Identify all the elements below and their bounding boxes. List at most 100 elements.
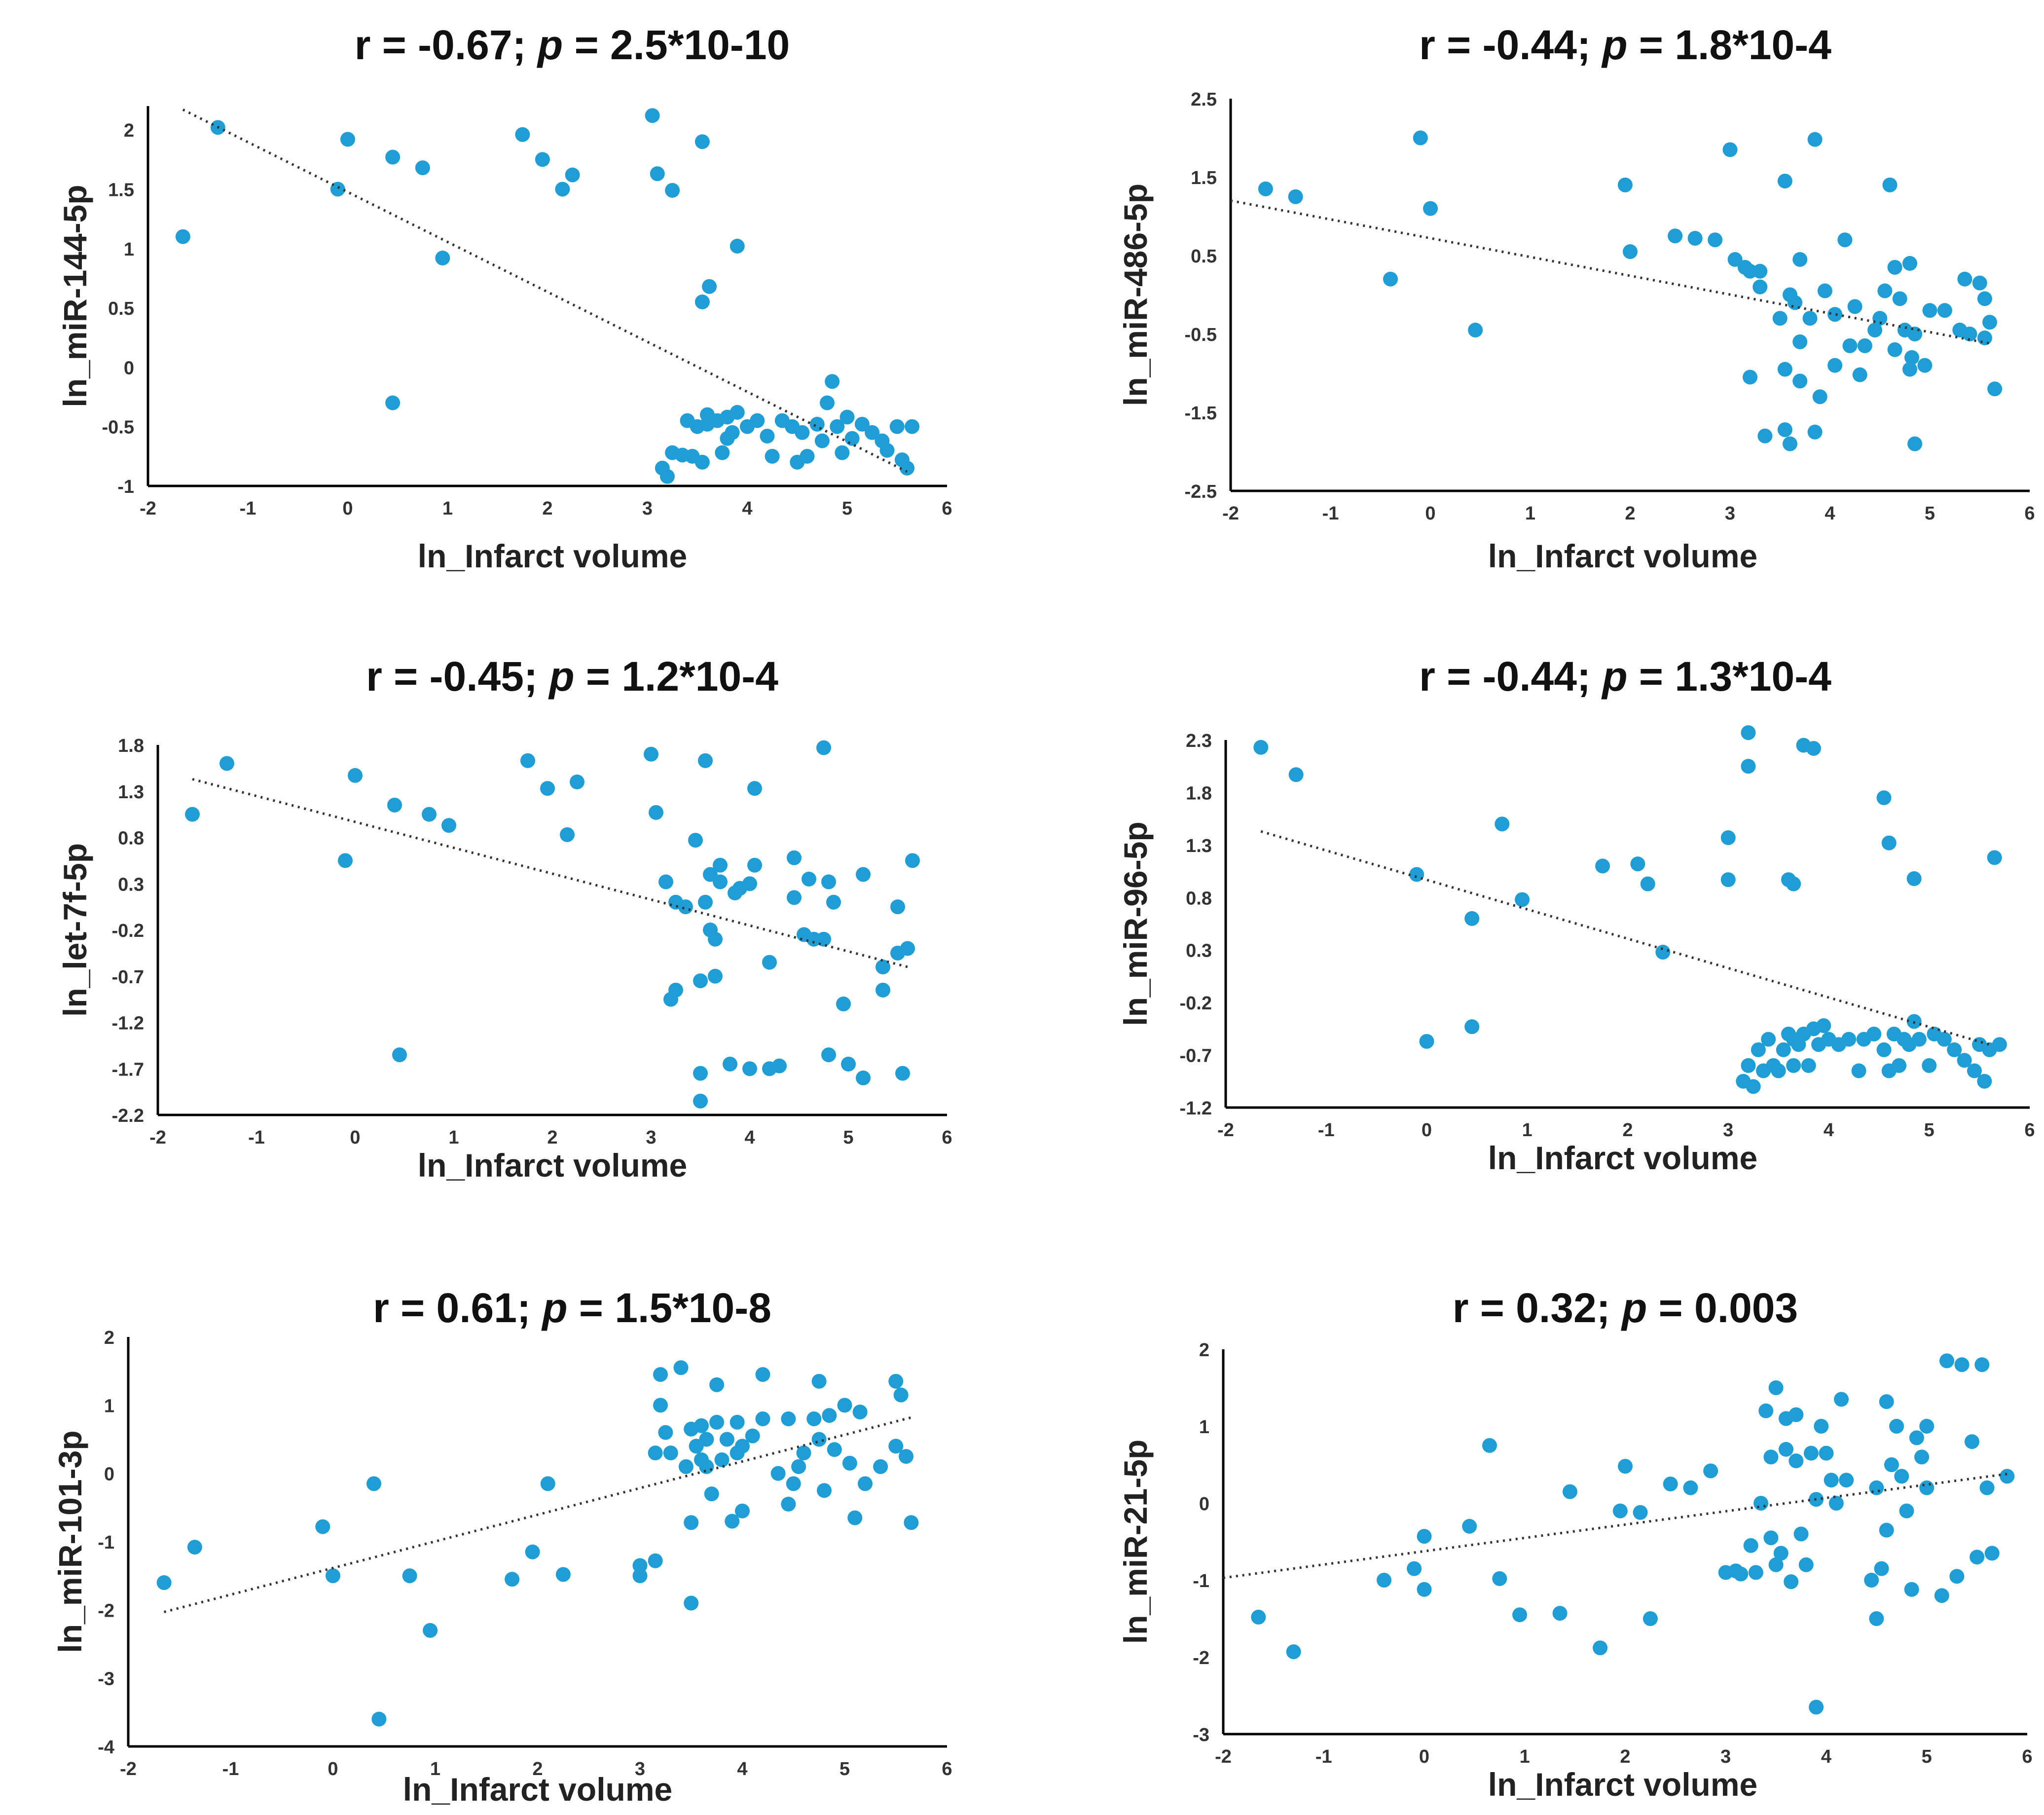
data-point (708, 931, 723, 947)
data-point (1464, 1019, 1480, 1035)
data-point (730, 405, 745, 420)
data-point (830, 419, 845, 434)
data-point (709, 1377, 725, 1392)
data-point (873, 1459, 888, 1474)
data-point (1984, 1546, 2000, 1561)
y-tick-label: 0.8 (1186, 888, 1212, 909)
data-point (1784, 1574, 1799, 1590)
data-point (693, 1093, 708, 1109)
data-point (684, 1595, 699, 1611)
y-tick-label: -1.5 (1185, 403, 1217, 424)
data-point (694, 1418, 709, 1433)
data-point (820, 395, 835, 410)
data-point (1807, 424, 1823, 440)
data-point (837, 1398, 852, 1413)
data-point (1377, 1573, 1391, 1588)
title-p-value: = 1.2*10-4 (575, 653, 779, 700)
data-point (888, 1439, 904, 1454)
data-point (735, 1439, 750, 1454)
y-tick-label: 1 (104, 1396, 114, 1416)
data-point (1869, 1611, 1884, 1626)
data-point (826, 894, 841, 910)
data-point (876, 982, 890, 998)
data-point (1904, 350, 1920, 365)
data-point (385, 395, 401, 410)
data-point (1851, 1063, 1866, 1078)
x-tick-label: 6 (942, 1127, 952, 1148)
data-point (1655, 944, 1671, 960)
x-tick-label: 4 (744, 1127, 755, 1148)
data-point (1957, 271, 1972, 287)
data-point (1595, 858, 1610, 874)
data-point (1741, 759, 1756, 774)
y-tick-label: 0.3 (118, 874, 144, 895)
y-tick-label: 1.8 (1186, 783, 1212, 804)
x-tick-label: 4 (737, 1759, 747, 1779)
scatter-plot: r = 0.32; p = 0.003 -2 -1 0 1 2 3 4 5 6 2 1 0 -1 -2 -3 l… (1117, 1285, 2033, 1803)
data-point (1492, 1571, 1507, 1586)
data-point (1253, 740, 1269, 755)
data-point (385, 149, 401, 165)
data-point (714, 1452, 730, 1467)
x-tick-label: 3 (642, 498, 653, 519)
scatter-plot: r = -0.67; p = 2.5*10-10 -2 -1 0 1 2 3 4 5 6 -1 -0.… (57, 22, 952, 574)
x-tick-label: -1 (1315, 1746, 1332, 1767)
data-point (1972, 275, 1987, 291)
data-point (844, 431, 860, 446)
x-tick-label: 1 (448, 1127, 459, 1148)
y-tick-label: -0.7 (112, 967, 144, 988)
chart-panel-miR-486-5p: r = -0.44; p = 1.8*10-4 -2 -1 0 1 2 3 4 5 6 -2.5 -1… (1060, 0, 2044, 582)
data-point (1663, 1477, 1678, 1491)
data-point (825, 374, 840, 389)
data-point (1837, 232, 1853, 248)
data-point (821, 874, 836, 889)
data-point (730, 1414, 745, 1430)
data-point (1258, 181, 1273, 196)
data-point (770, 1466, 786, 1481)
chart-panel-miR-144-5p: r = -0.67; p = 2.5*10-10 -2 -1 0 1 2 3 4 5 6 -1 -0.… (0, 0, 986, 582)
data-point (1806, 741, 1821, 756)
data-point (1768, 1557, 1784, 1572)
x-tick-label: 4 (742, 498, 752, 519)
data-point (1889, 1419, 1904, 1434)
y-tick-label: 1.3 (118, 782, 144, 803)
data-point (1752, 279, 1768, 295)
data-point (1746, 1079, 1761, 1094)
data-point (900, 941, 915, 956)
data-point (865, 425, 880, 440)
x-tick-label: 2 (1620, 1746, 1630, 1767)
data-point (1757, 428, 1773, 444)
data-point (2000, 1469, 2015, 1484)
data-point (535, 152, 550, 167)
data-point (858, 1476, 873, 1491)
data-point (745, 1428, 760, 1444)
scatter-plot: r = -0.45; p = 1.2*10-4 -2 -1 0 1 2 3 4 5 6 1.8 1.3… (57, 653, 952, 1184)
data-point (1847, 299, 1862, 314)
data-point (1954, 1357, 1970, 1372)
data-point (888, 1373, 904, 1389)
y-tick-label: -0.5 (1185, 325, 1217, 345)
x-tick-label: 1 (442, 498, 453, 519)
x-tick-label: 4 (1824, 1120, 1834, 1141)
y-tick-label: -1 (1193, 1571, 1209, 1592)
x-tick-label: 2 (1625, 503, 1635, 524)
y-tick-label: -1 (117, 477, 134, 497)
data-point (1864, 1573, 1879, 1588)
data-point (1752, 263, 1768, 279)
x-tick-label: -1 (240, 498, 256, 519)
x-tick-label: -2 (1222, 503, 1239, 524)
data-point (1814, 1419, 1829, 1434)
data-point (816, 931, 831, 947)
x-tick-label: 0 (1422, 1120, 1432, 1141)
data-point (1907, 327, 1923, 341)
y-tick-label: -0.7 (1180, 1046, 1212, 1067)
data-point (1743, 1538, 1758, 1553)
data-point (1872, 311, 1888, 326)
data-point (1809, 1700, 1824, 1715)
data-point (565, 167, 580, 183)
data-point (1911, 1032, 1927, 1047)
data-point (1801, 1058, 1816, 1073)
x-tick-label: 5 (843, 1127, 853, 1148)
data-point (1708, 232, 1723, 248)
data-point (806, 1411, 822, 1426)
